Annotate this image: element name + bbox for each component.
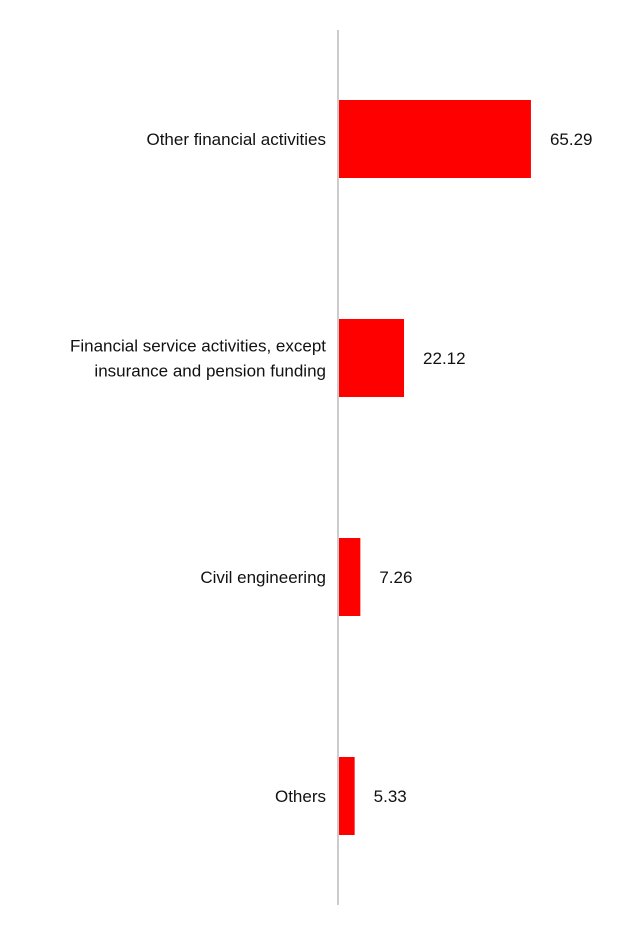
category-tick-label: Civil engineering — [200, 568, 326, 587]
bars-group — [339, 100, 531, 835]
category-label-line: Others — [275, 787, 326, 806]
bar — [339, 538, 361, 616]
bar — [339, 757, 355, 835]
category-label-line: Other financial activities — [146, 130, 326, 149]
labels-group: 65.29 Other financial activities 22.12 Fina… — [70, 130, 593, 806]
category-label-line: Financial service activities, except — [70, 337, 326, 356]
data-label: 7.26 — [379, 568, 412, 587]
bar — [339, 319, 405, 397]
category-label-line: insurance and pension funding — [94, 362, 326, 381]
data-label: 65.29 — [550, 130, 593, 149]
data-label: 22.12 — [423, 349, 466, 368]
category-tick-label: Other financial activities — [146, 130, 326, 149]
data-label: 5.33 — [374, 787, 407, 806]
category-tick-label: Others — [275, 787, 326, 806]
category-label-line: Civil engineering — [200, 568, 326, 587]
bar — [339, 100, 531, 178]
category-tick-label: Financial service activities, except insu… — [70, 337, 326, 381]
